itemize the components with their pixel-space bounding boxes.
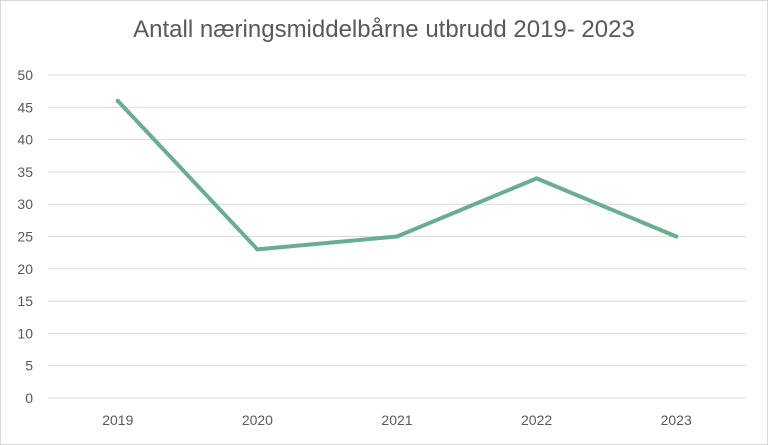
y-tick-label: 10 bbox=[17, 325, 33, 341]
x-tick-label: 2023 bbox=[661, 412, 692, 428]
y-tick-label: 40 bbox=[17, 132, 33, 148]
chart-title: Antall næringsmiddelbårne utbrudd 2019- … bbox=[133, 16, 635, 43]
y-tick-label: 5 bbox=[25, 358, 33, 374]
data-point bbox=[674, 234, 679, 239]
y-tick-label: 25 bbox=[17, 229, 33, 245]
x-axis-ticks: 2019 2020 2021 2022 2023 bbox=[102, 412, 692, 428]
x-tick-label: 2020 bbox=[242, 412, 273, 428]
series-line bbox=[115, 98, 679, 252]
data-point bbox=[395, 234, 399, 239]
x-tick-label: 2022 bbox=[521, 412, 552, 428]
y-tick-label: 15 bbox=[17, 293, 33, 309]
y-tick-label: 30 bbox=[17, 196, 33, 212]
data-point bbox=[255, 247, 260, 252]
y-tick-label: 35 bbox=[17, 164, 33, 180]
x-tick-label: 2019 bbox=[102, 412, 133, 428]
x-tick-label: 2021 bbox=[381, 412, 412, 428]
y-tick-label: 45 bbox=[17, 99, 33, 115]
y-tick-label: 50 bbox=[17, 67, 33, 83]
y-tick-label: 0 bbox=[25, 390, 33, 406]
y-tick-label: 20 bbox=[17, 261, 33, 277]
data-point bbox=[115, 98, 120, 103]
y-axis-ticks: 0 5 10 15 20 25 30 35 40 45 50 bbox=[17, 67, 33, 406]
series-layer bbox=[115, 98, 679, 252]
data-point bbox=[534, 176, 539, 181]
